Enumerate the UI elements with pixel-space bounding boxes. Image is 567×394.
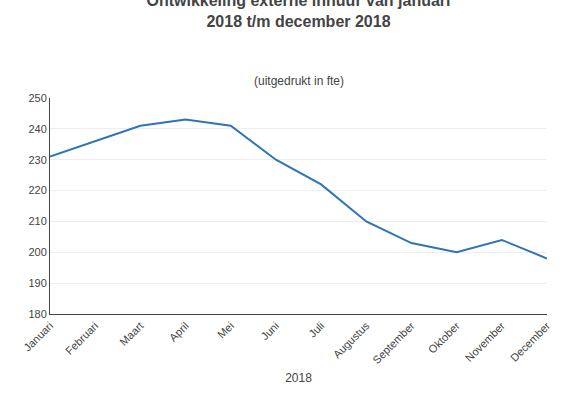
svg-text:Ontwikkeling externe inhuur va: Ontwikkeling externe inhuur van januari2… (146, 0, 450, 30)
svg-text:Juni: Juni (258, 320, 281, 343)
svg-text:240: 240 (28, 123, 46, 135)
svg-text:230: 230 (28, 154, 46, 166)
svg-text:Januari: Januari (21, 320, 55, 354)
svg-text:2018: 2018 (285, 371, 312, 385)
svg-text:190: 190 (28, 277, 46, 289)
svg-text:200: 200 (28, 246, 46, 258)
svg-text:Mei: Mei (215, 320, 236, 341)
svg-text:210: 210 (28, 215, 46, 227)
svg-text:Maart: Maart (117, 320, 145, 348)
svg-text:September: September (370, 319, 417, 366)
svg-text:Oktober: Oktober (426, 319, 462, 355)
svg-text:180: 180 (28, 308, 46, 320)
svg-text:Augustus: Augustus (331, 319, 372, 360)
svg-text:Juli: Juli (306, 320, 326, 340)
svg-text:220: 220 (28, 184, 46, 196)
svg-text:250: 250 (28, 92, 46, 104)
svg-text:April: April (167, 320, 191, 344)
svg-text:November: November (463, 319, 508, 364)
svg-text:December: December (508, 319, 553, 364)
svg-text:(uitgedrukt in fte): (uitgedrukt in fte) (254, 74, 344, 88)
svg-text:Februari: Februari (63, 320, 100, 357)
